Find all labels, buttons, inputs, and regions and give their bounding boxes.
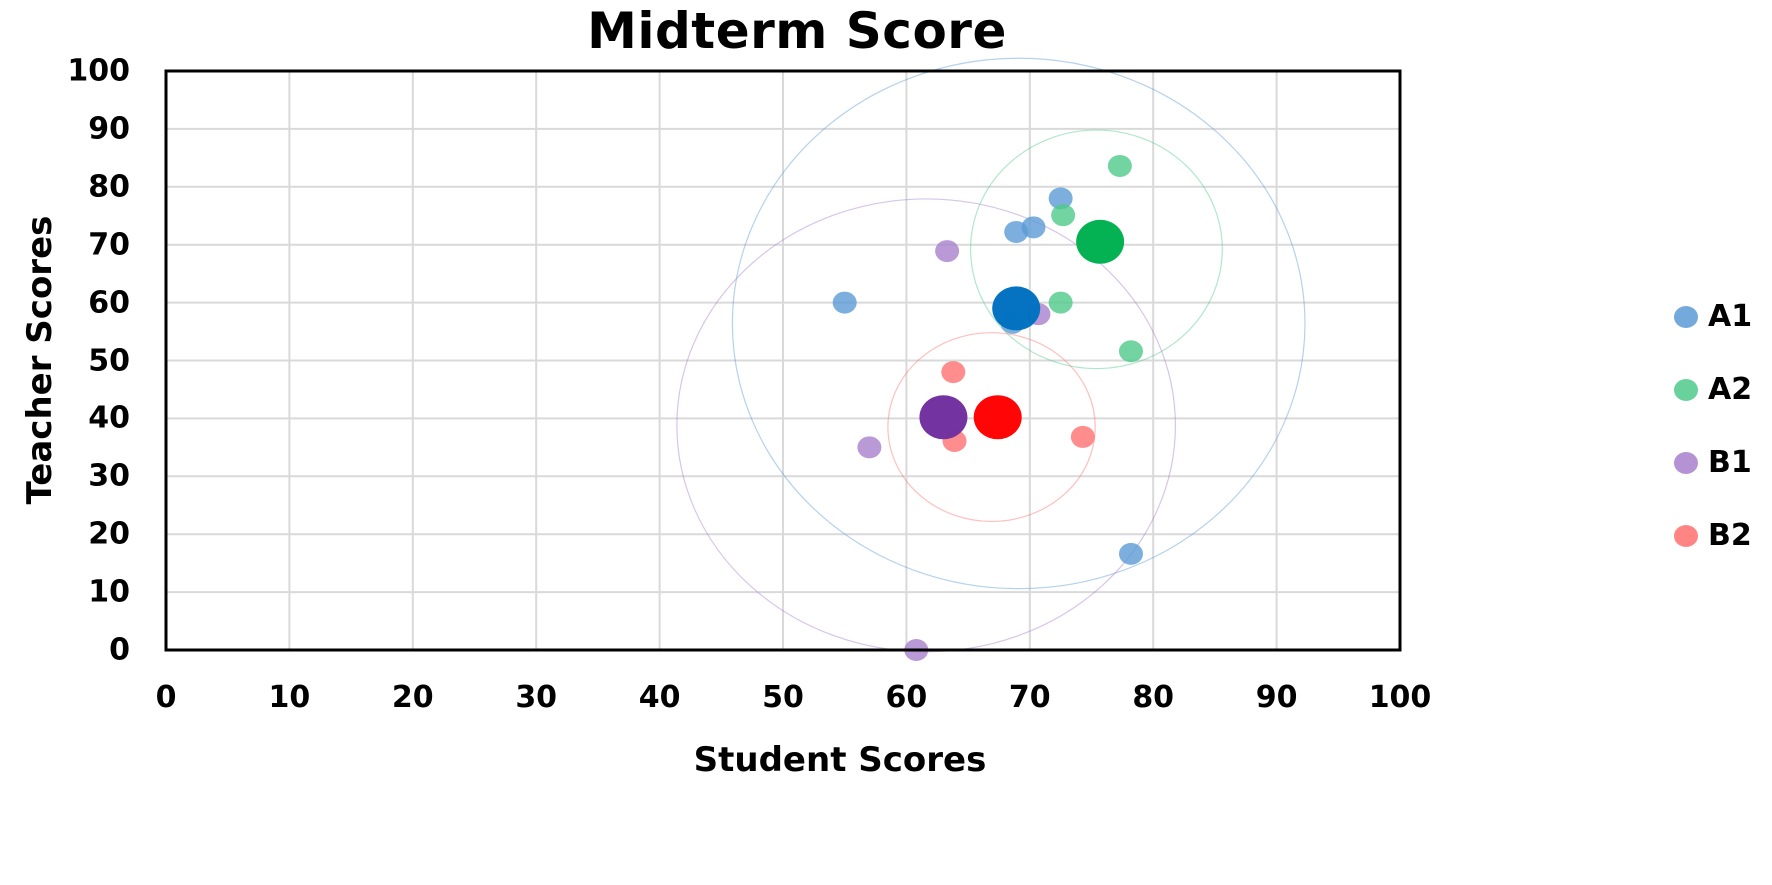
legend-item-b2: B2 [1674,499,1752,572]
y-tick-label: 20 [88,516,130,552]
x-tick-label: 30 [515,680,558,715]
legend-marker-icon [1674,305,1698,328]
legend-label: A1 [1708,299,1753,334]
point-b1 [935,240,960,263]
point-a1 [1118,542,1143,565]
x-tick-label: 40 [638,680,681,715]
mean-point-a1 [992,286,1041,331]
y-tick-label: 80 [88,169,130,205]
mean-point-b2 [973,395,1022,440]
chart-title: Midterm Score [587,2,1007,60]
x-tick-label: 100 [1368,680,1432,715]
x-tick-label: 90 [1255,680,1298,715]
legend-item-a2: A2 [1674,353,1752,426]
point-a2 [1051,204,1076,227]
y-tick-label: 50 [88,343,130,378]
legend-item-a1: A1 [1674,280,1752,353]
ellipse-a1 [731,57,1306,590]
legend-marker-icon [1674,451,1698,474]
legend-item-b1: B1 [1674,426,1752,499]
legend-marker-icon [1674,378,1698,401]
y-tick-label: 70 [88,227,130,263]
x-tick-label: 60 [885,680,928,715]
point-a2 [1107,154,1132,177]
x-axis-label: Student Scores [693,740,987,780]
mean-point-a2 [1076,219,1125,264]
y-tick-label: 100 [67,53,130,89]
legend: A1 A2 B1 B2 [1674,280,1752,572]
x-tick-label: 50 [762,680,804,715]
point-b2 [1070,425,1095,448]
point-a1 [1021,216,1046,239]
group-ellipses [676,57,1306,653]
mean-point-b1 [919,395,968,440]
y-tick-label: 0 [109,632,130,668]
plot-border [164,69,1402,652]
point-a2 [1118,340,1143,363]
point-a2 [1048,291,1073,314]
y-tick-label: 10 [88,574,130,610]
y-axis-label: Teacher Scores [20,215,60,505]
legend-label: B1 [1708,445,1752,480]
x-tick-label: 0 [155,680,177,715]
data-points [832,154,1143,661]
point-b2 [941,361,966,384]
y-tick-label: 60 [88,285,130,321]
gridlines [165,70,1401,651]
legend-label: A2 [1708,372,1753,407]
y-tick-label: 40 [88,400,130,436]
x-tick-label: 20 [391,680,434,715]
ellipse-b2 [887,332,1096,523]
x-tick-label: 80 [1132,680,1175,715]
x-tick-label: 10 [268,680,311,715]
legend-label: B2 [1708,518,1752,553]
point-b1 [857,436,882,459]
y-tick-label: 90 [88,111,130,147]
point-a1 [1048,187,1073,210]
point-a1 [832,291,857,314]
legend-marker-icon [1674,524,1698,547]
x-tick-label: 70 [1008,680,1051,715]
y-tick-label: 30 [88,458,130,494]
ellipse-a2 [969,129,1223,370]
